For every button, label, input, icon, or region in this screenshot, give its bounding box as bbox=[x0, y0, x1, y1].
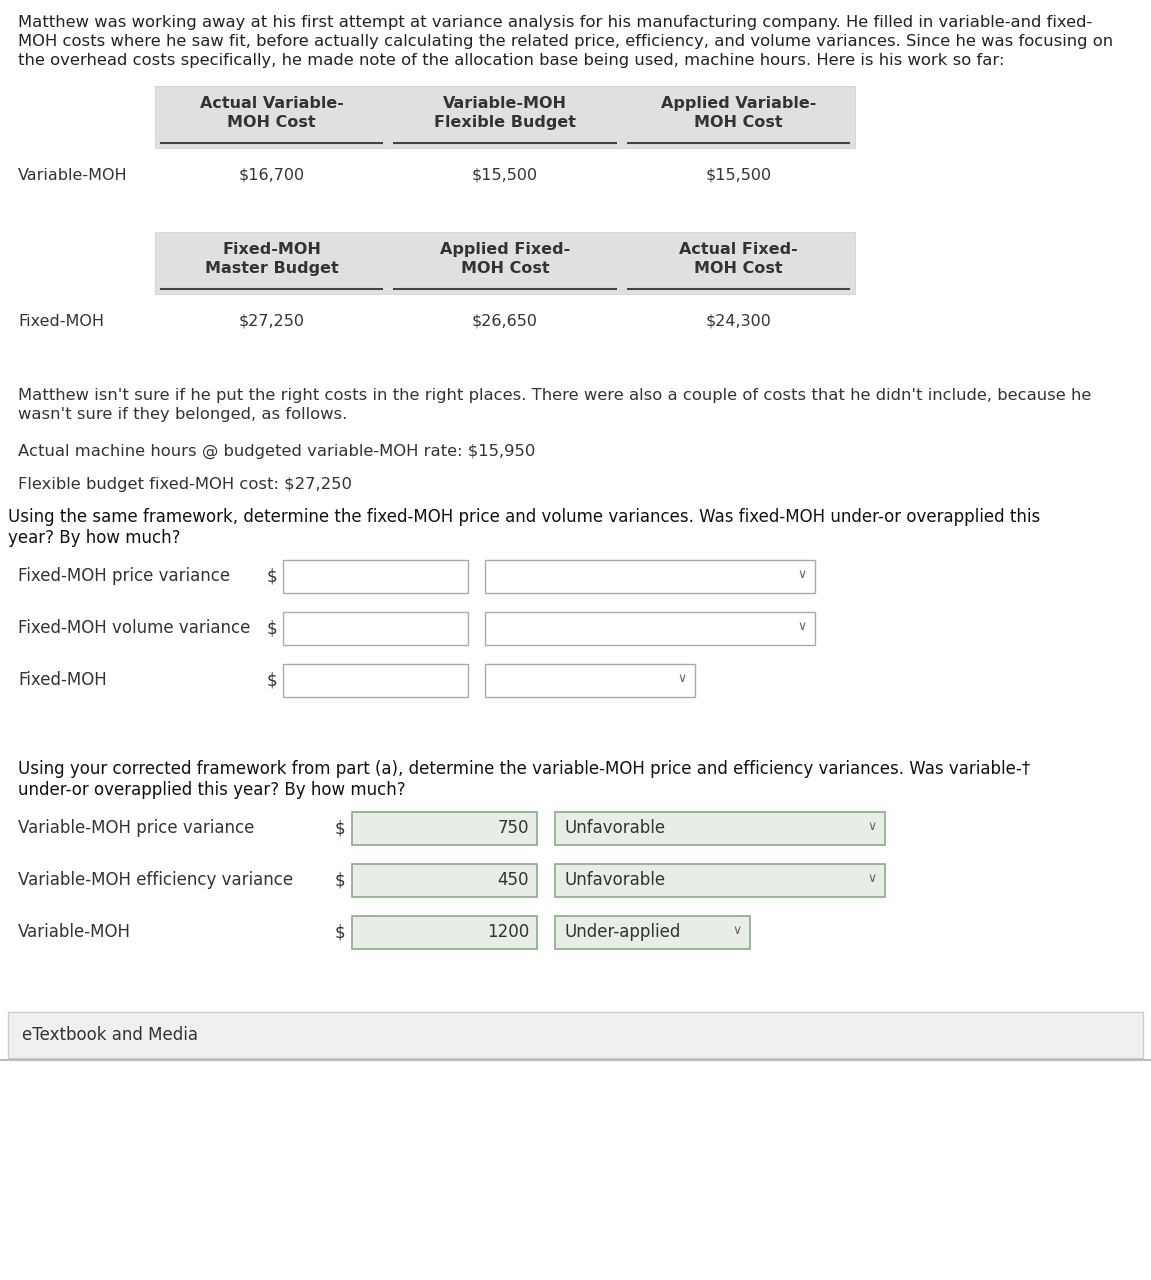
Text: Actual Variable-: Actual Variable- bbox=[200, 96, 344, 111]
Text: Actual Fixed-: Actual Fixed- bbox=[679, 242, 798, 257]
Text: Actual machine hours @ budgeted variable-MOH rate: $15,950: Actual machine hours @ budgeted variable… bbox=[18, 444, 535, 460]
Text: Variable-MOH: Variable-MOH bbox=[18, 923, 131, 941]
Text: Flexible Budget: Flexible Budget bbox=[434, 115, 576, 131]
Text: MOH Cost: MOH Cost bbox=[694, 115, 783, 131]
Text: Matthew isn't sure if he put the right costs in the right places. There were als: Matthew isn't sure if he put the right c… bbox=[18, 388, 1091, 403]
FancyBboxPatch shape bbox=[555, 812, 885, 845]
Text: $: $ bbox=[335, 923, 345, 941]
Text: Variable-MOH: Variable-MOH bbox=[18, 168, 128, 183]
Text: MOH costs where he saw fit, before actually calculating the related price, effic: MOH costs where he saw fit, before actua… bbox=[18, 35, 1113, 49]
Text: $16,700: $16,700 bbox=[238, 168, 305, 183]
FancyBboxPatch shape bbox=[283, 559, 468, 593]
Text: Master Budget: Master Budget bbox=[205, 261, 338, 276]
Text: 1200: 1200 bbox=[487, 923, 529, 941]
FancyBboxPatch shape bbox=[352, 864, 538, 896]
FancyBboxPatch shape bbox=[283, 663, 468, 696]
FancyBboxPatch shape bbox=[283, 612, 468, 645]
Text: ∨: ∨ bbox=[677, 672, 686, 685]
Text: Unfavorable: Unfavorable bbox=[565, 870, 666, 890]
FancyBboxPatch shape bbox=[485, 559, 815, 593]
Text: Applied Fixed-: Applied Fixed- bbox=[440, 242, 570, 257]
Text: ∨: ∨ bbox=[796, 567, 806, 581]
FancyBboxPatch shape bbox=[555, 864, 885, 896]
Text: MOH Cost: MOH Cost bbox=[460, 261, 549, 276]
Text: Matthew was working away at his first attempt at variance analysis for his manuf: Matthew was working away at his first at… bbox=[18, 15, 1092, 29]
Text: MOH Cost: MOH Cost bbox=[228, 115, 317, 131]
Text: Applied Variable-: Applied Variable- bbox=[661, 96, 816, 111]
Text: 750: 750 bbox=[497, 819, 529, 837]
Text: Fixed-MOH: Fixed-MOH bbox=[18, 671, 107, 689]
Text: $15,500: $15,500 bbox=[706, 168, 771, 183]
Text: Fixed-MOH volume variance: Fixed-MOH volume variance bbox=[18, 620, 251, 637]
Text: $: $ bbox=[335, 819, 345, 837]
Text: Variable-MOH: Variable-MOH bbox=[443, 96, 567, 111]
FancyBboxPatch shape bbox=[155, 232, 855, 294]
Text: Using the same framework, determine the fixed-MOH price and volume variances. Wa: Using the same framework, determine the … bbox=[8, 508, 1041, 526]
Text: $: $ bbox=[267, 620, 277, 637]
Text: $: $ bbox=[267, 671, 277, 689]
FancyBboxPatch shape bbox=[485, 663, 695, 696]
Text: Variable-MOH efficiency variance: Variable-MOH efficiency variance bbox=[18, 870, 294, 890]
FancyBboxPatch shape bbox=[352, 812, 538, 845]
Text: eTextbook and Media: eTextbook and Media bbox=[22, 1027, 198, 1044]
Text: Fixed-MOH: Fixed-MOH bbox=[222, 242, 321, 257]
Text: $24,300: $24,300 bbox=[706, 314, 771, 329]
Text: Fixed-MOH price variance: Fixed-MOH price variance bbox=[18, 567, 230, 585]
Text: ∨: ∨ bbox=[732, 923, 741, 937]
FancyBboxPatch shape bbox=[8, 1012, 1143, 1059]
Text: $26,650: $26,650 bbox=[472, 314, 538, 329]
Text: Using your corrected framework from part (a), determine the variable-MOH price a: Using your corrected framework from part… bbox=[18, 760, 1030, 778]
Text: Unfavorable: Unfavorable bbox=[565, 819, 666, 837]
Text: $15,500: $15,500 bbox=[472, 168, 538, 183]
Text: the overhead costs specifically, he made note of the allocation base being used,: the overhead costs specifically, he made… bbox=[18, 52, 1005, 68]
Text: $: $ bbox=[335, 870, 345, 890]
Text: Flexible budget fixed-MOH cost: $27,250: Flexible budget fixed-MOH cost: $27,250 bbox=[18, 477, 352, 492]
Text: 450: 450 bbox=[497, 870, 529, 890]
Text: $27,250: $27,250 bbox=[238, 314, 305, 329]
Text: $: $ bbox=[267, 567, 277, 585]
Text: Variable-MOH price variance: Variable-MOH price variance bbox=[18, 819, 254, 837]
FancyBboxPatch shape bbox=[555, 915, 750, 948]
FancyBboxPatch shape bbox=[155, 86, 855, 148]
Text: MOH Cost: MOH Cost bbox=[694, 261, 783, 276]
FancyBboxPatch shape bbox=[485, 612, 815, 645]
Text: ∨: ∨ bbox=[867, 819, 876, 832]
Text: year? By how much?: year? By how much? bbox=[8, 529, 181, 547]
Text: Under-applied: Under-applied bbox=[565, 923, 681, 941]
Text: wasn't sure if they belonged, as follows.: wasn't sure if they belonged, as follows… bbox=[18, 407, 348, 422]
Text: Fixed-MOH: Fixed-MOH bbox=[18, 314, 104, 329]
FancyBboxPatch shape bbox=[352, 915, 538, 948]
Text: ∨: ∨ bbox=[867, 872, 876, 884]
Text: under-or overapplied this year? By how much?: under-or overapplied this year? By how m… bbox=[18, 781, 405, 799]
Text: ∨: ∨ bbox=[796, 620, 806, 632]
